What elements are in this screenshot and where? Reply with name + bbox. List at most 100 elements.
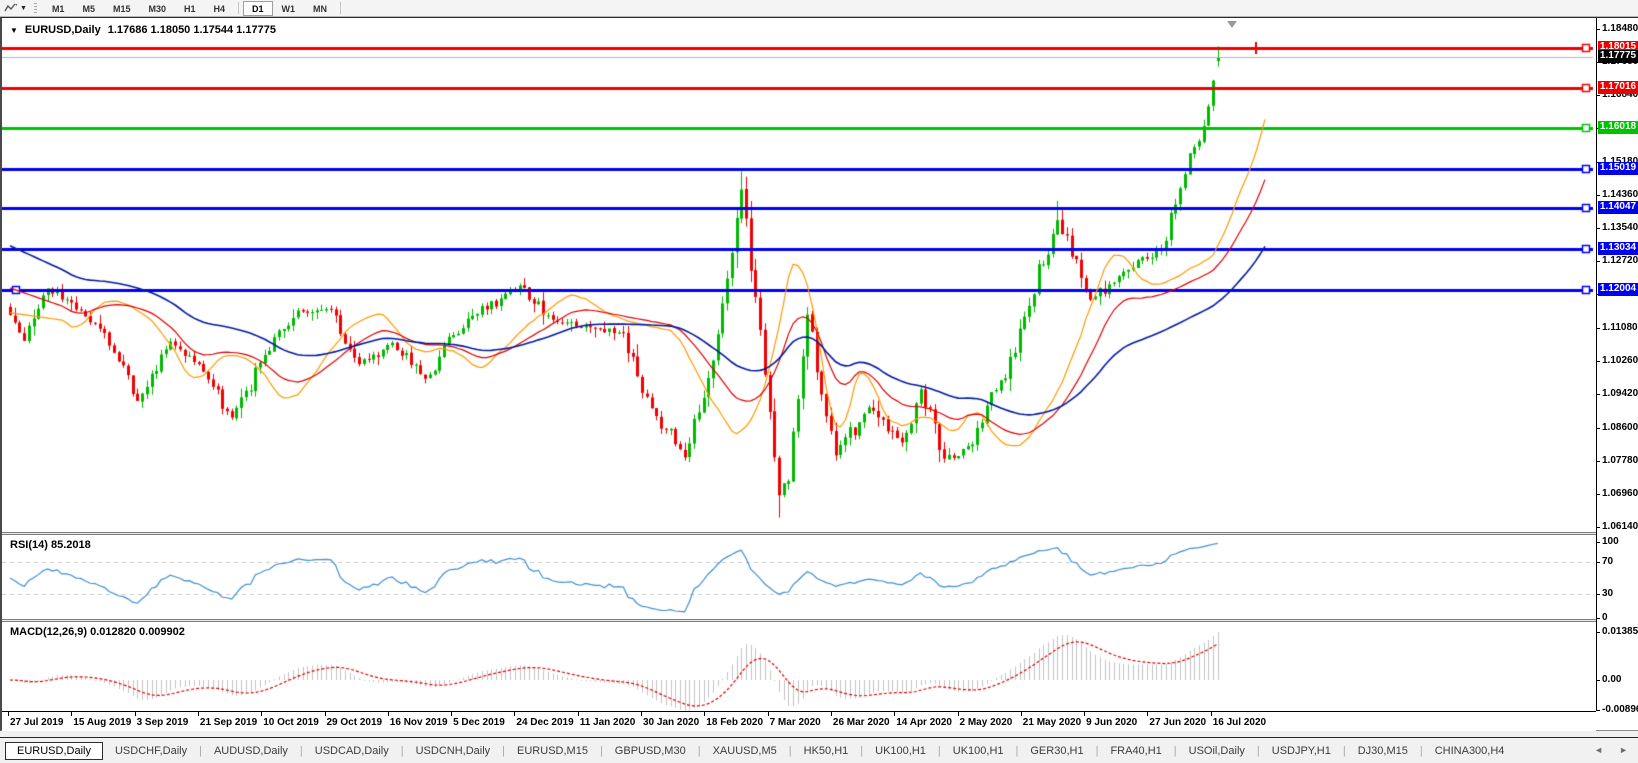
tabs-scroll-left-icon[interactable]: ◄ — [1594, 745, 1604, 755]
rsi-indicator-canvas[interactable] — [2, 535, 1596, 619]
chart-tab-usoil-daily[interactable]: USOil,Daily — [1188, 744, 1245, 757]
tab-separator: | — [1419, 744, 1423, 757]
chart-tab-xauusd-m5[interactable]: XAUUSD,M5 — [712, 744, 777, 757]
tab-separator: | — [199, 744, 202, 757]
tab-separator: | — [599, 744, 603, 757]
chart-tab-eurusd-m15[interactable]: EURUSD,M15 — [517, 744, 588, 757]
time-tick-label: 14 Apr 2020 — [896, 717, 952, 728]
time-tick-label: 24 Dec 2019 — [516, 717, 574, 728]
chart-tab-gbpusd-m30[interactable]: GBPUSD,M30 — [614, 744, 686, 757]
time-tick-label: 30 Jan 2020 — [643, 717, 700, 728]
time-tick-label: 21 May 2020 — [1022, 717, 1082, 728]
time-tick-label: 16 Jul 2020 — [1212, 717, 1267, 728]
timeframe-button-m5[interactable]: M5 — [82, 3, 95, 14]
timeframe-button-m15[interactable]: M15 — [112, 3, 131, 14]
timeframe-button-d1[interactable]: D1 — [243, 0, 273, 16]
chart-tab-audusd-daily[interactable]: AUDUSD,Daily — [213, 744, 288, 757]
tab-separator: | — [1256, 744, 1260, 757]
chart-tab-eurusd-daily[interactable]: EURUSD,Daily — [5, 741, 103, 760]
hline-price-badge[interactable]: 1.16018 — [1598, 121, 1638, 135]
chart-tab-dj30-m15[interactable]: DJ30,M15 — [1357, 744, 1408, 757]
timeframe-toolbar: ▼ M1 M5 M15 M30 H1 H4 D1 W1 MN — [0, 0, 1638, 17]
price-tick-label: 1.18480 — [1595, 23, 1638, 34]
price-tick-label: 1.09420 — [1595, 388, 1638, 400]
time-tick-label: 21 Sep 2019 — [199, 717, 258, 728]
chart-tab-uk100-h1[interactable]: UK100,H1 — [952, 744, 1004, 757]
chevron-down-icon[interactable]: ▼ — [20, 4, 27, 12]
time-tick-label: 29 Oct 2019 — [326, 717, 383, 728]
time-tick — [1020, 712, 1022, 716]
time-tick-label: 27 Jul 2019 — [10, 717, 64, 728]
chart-tab-ger30-h1[interactable]: GER30,H1 — [1030, 744, 1084, 757]
timeframe-buttons: M1 M5 M15 M30 H1 H4 D1 W1 MN — [43, 0, 345, 16]
time-tick — [894, 712, 896, 716]
time-tick — [8, 712, 9, 716]
chart-ohlc-values: 1.17686 1.18050 1.17544 1.17775 — [107, 24, 276, 36]
toolbar-separator — [340, 2, 342, 14]
chart-tab-usdjpy-h1[interactable]: USDJPY,H1 — [1271, 744, 1331, 757]
toolbar-grip-handle[interactable] — [33, 2, 37, 14]
panel-splitter-rsi[interactable] — [2, 532, 1638, 535]
timeframe-button-m30[interactable]: M30 — [148, 3, 166, 14]
price-tick-label: 1.10260 — [1595, 354, 1638, 366]
tab-separator: | — [1095, 744, 1099, 757]
time-tick-label: 5 Dec 2019 — [453, 717, 505, 728]
hline-price-badge[interactable]: 1.13034 — [1598, 241, 1638, 255]
time-tick — [324, 712, 326, 716]
tabs-scroll-right-icon[interactable]: ► — [1619, 745, 1628, 755]
rsi-tick-label: 100 — [1596, 536, 1619, 547]
chart-tab-hk50-h1[interactable]: HK50,H1 — [803, 744, 849, 757]
chart-tab-china300-h4[interactable]: CHINA300,H4 — [1434, 744, 1505, 757]
macd-label: MACD(12,26,9) 0.012820 0.009902 — [10, 626, 185, 638]
chart-tab-fra40-h1[interactable]: FRA40,H1 — [1110, 744, 1162, 757]
price-chart-canvas[interactable] — [2, 20, 1596, 532]
time-tick-label: 7 Mar 2020 — [769, 717, 821, 728]
symbol-menu-icon[interactable]: ▼ — [10, 25, 18, 35]
tab-separator: | — [502, 744, 506, 757]
rsi-label: RSI(14) 85.2018 — [10, 539, 91, 551]
macd-tick-label: -0.008968 — [1595, 704, 1638, 715]
price-tick-label: 1.11080 — [1596, 321, 1638, 333]
time-tick — [387, 712, 389, 716]
time-tick — [957, 712, 959, 716]
chart-tab-usdchf-daily[interactable]: USDCHF,Daily — [114, 744, 188, 757]
tab-separator: | — [937, 744, 941, 757]
time-tick — [830, 712, 832, 716]
price-axis[interactable]: 1.184801.176601.168401.160201.151801.143… — [1595, 18, 1638, 715]
time-tick — [641, 712, 642, 716]
macd-indicator-canvas[interactable] — [2, 623, 1596, 711]
hline-price-badge[interactable]: 1.12004 — [1598, 283, 1638, 297]
rsi-tick-label: 30 — [1595, 588, 1614, 599]
rsi-tick-label: 70 — [1595, 556, 1614, 567]
chart-window: ▼ EURUSD,Daily 1.17686 1.18050 1.17544 1… — [0, 17, 1638, 731]
tab-scroll-arrows: ◄ ► — [1594, 744, 1628, 756]
price-tick-label: 1.07780 — [1595, 454, 1638, 466]
chart-symbol-label: EURUSD,Daily — [24, 24, 101, 36]
chart-tabs-bar: EURUSD,Daily USDCHF,Daily | AUDUSD,Daily | US… — [0, 737, 1638, 763]
hline-price-badge[interactable]: 1.14047 — [1598, 200, 1638, 214]
time-tick-label: 10 Oct 2019 — [263, 717, 319, 728]
timeframe-button-m1[interactable]: M1 — [51, 3, 65, 14]
time-tick — [1084, 712, 1086, 716]
time-tick-label: 11 Jan 2020 — [579, 717, 636, 728]
chart-type-icon[interactable] — [3, 2, 19, 15]
price-tick-label: 1.12720 — [1595, 255, 1638, 267]
timeframe-button-h4[interactable]: H4 — [213, 3, 226, 14]
time-tick — [704, 712, 706, 716]
chart-tab-usdcnh-daily[interactable]: USDCNH,Daily — [415, 744, 491, 757]
timeframe-button-h1[interactable]: H1 — [184, 3, 196, 14]
time-tick — [1210, 712, 1212, 716]
chart-tab-uk100-h1[interactable]: UK100,H1 — [875, 744, 926, 757]
hline-price-badge[interactable]: 1.17016 — [1598, 81, 1638, 95]
timeframe-button-w1[interactable]: W1 — [281, 3, 296, 14]
time-tick — [1147, 712, 1149, 716]
chart-tab-usdcad-daily[interactable]: USDCAD,Daily — [314, 744, 389, 757]
panel-splitter-macd[interactable] — [2, 619, 1638, 622]
hline-price-badge[interactable]: 1.15019 — [1598, 161, 1638, 175]
timeframe-button-mn[interactable]: MN — [313, 3, 328, 14]
chart-shift-marker[interactable] — [1227, 21, 1238, 28]
current-price-badge[interactable]: 1.17775 — [1598, 50, 1638, 64]
tab-separator: | — [788, 744, 792, 757]
time-axis[interactable]: 27 Jul 2019 15 Aug 2019 3 Sep 2019 21 Sep 2… — [2, 711, 1596, 731]
